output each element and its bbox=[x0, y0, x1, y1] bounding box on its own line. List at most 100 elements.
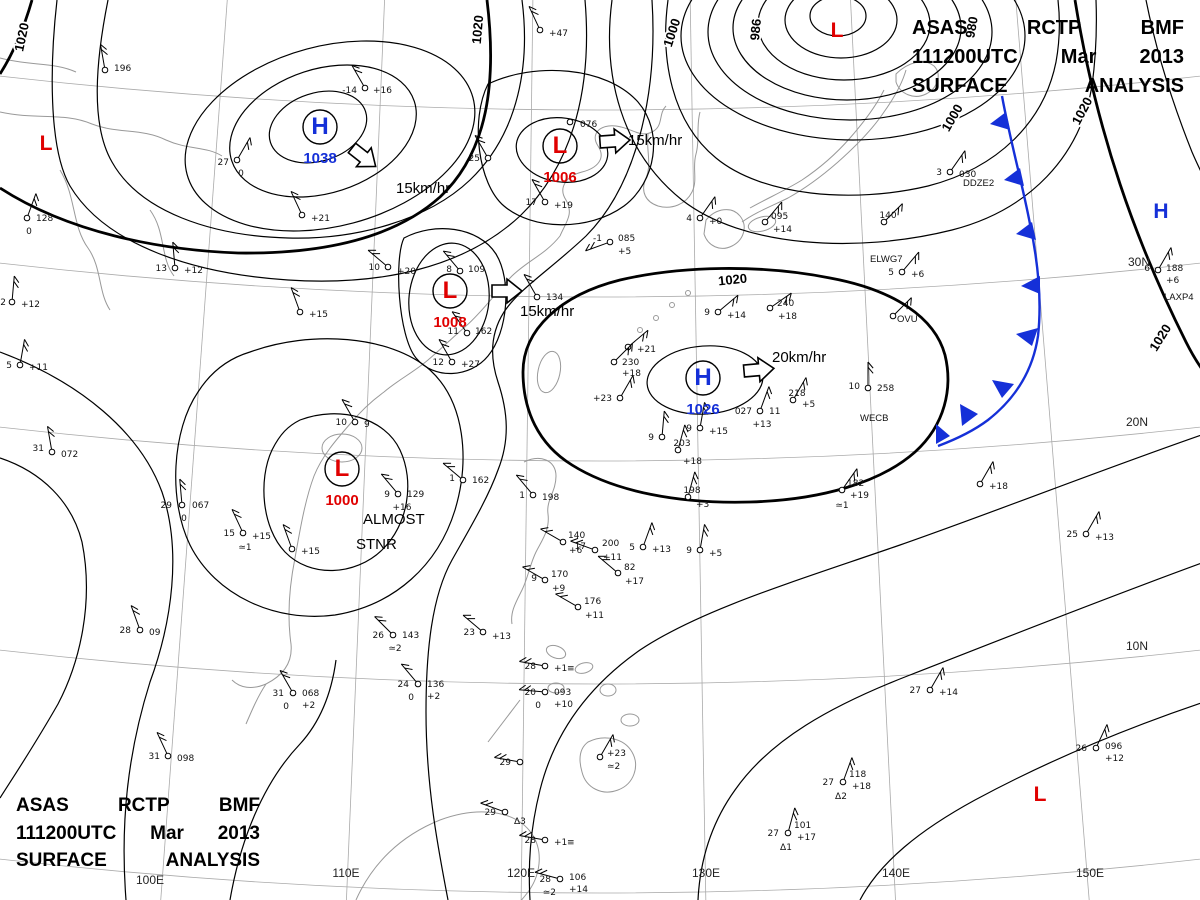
station-value: 5 bbox=[888, 268, 894, 278]
wind-barb bbox=[788, 807, 796, 831]
station-plot: 23 +13 bbox=[462, 614, 511, 642]
latitude-label: 20N bbox=[1126, 415, 1148, 429]
station-plot: 31 072 bbox=[33, 426, 78, 460]
station-plot: 8 109 bbox=[442, 250, 485, 275]
station-value: 24 bbox=[398, 680, 410, 690]
wind-barb bbox=[793, 377, 807, 398]
station-value: 0 bbox=[181, 514, 187, 524]
station-value: 23 bbox=[464, 628, 475, 638]
station-plot: 9 129 +16 bbox=[380, 473, 424, 513]
station-value: +0 bbox=[709, 217, 723, 227]
wind-barb bbox=[843, 468, 858, 488]
isobar-1020-corner bbox=[0, 0, 34, 75]
isobar-label: 1000 bbox=[938, 101, 965, 134]
station-value: 27 bbox=[823, 778, 834, 788]
station-plot: 198+3 bbox=[683, 471, 709, 510]
station-value: +12 bbox=[1105, 754, 1124, 764]
station-value: 31 bbox=[273, 689, 284, 699]
pressure-symbol: L bbox=[40, 132, 53, 155]
station-value: 28 bbox=[525, 662, 537, 672]
wind-barb bbox=[519, 689, 543, 693]
station-plot: 176+11 bbox=[555, 592, 604, 621]
station-value: +23 bbox=[593, 394, 612, 404]
station-plot: 31 098 bbox=[149, 731, 194, 764]
isobar-label: 986 bbox=[747, 18, 764, 41]
station-value: 200 bbox=[602, 539, 619, 549]
wind-barb bbox=[400, 663, 417, 683]
ship-station-ids: DDZE2 ELWG7 LAXP4 OVU WECB bbox=[860, 178, 1194, 424]
ship-id-label: OVU bbox=[897, 314, 918, 325]
longitude-label: 120E bbox=[507, 866, 535, 880]
station-plot: 203 +18 bbox=[673, 424, 702, 467]
station-value: Δ1 bbox=[780, 843, 792, 853]
station-value: 27 bbox=[910, 686, 921, 696]
station-plot: 9 +5 bbox=[686, 524, 722, 559]
station-plot: 5 +11 bbox=[6, 339, 48, 373]
station-value: 162 bbox=[472, 476, 489, 486]
station-value: 5 bbox=[6, 361, 12, 371]
wind-barb bbox=[282, 524, 292, 547]
station-plot: 31 068 +2 0 bbox=[273, 670, 319, 712]
station-plot: +23 bbox=[593, 375, 635, 404]
station-value: +18 bbox=[852, 782, 871, 792]
station-value: 240 bbox=[777, 299, 794, 309]
station-plot: 29 bbox=[494, 753, 524, 768]
wind-barb bbox=[231, 509, 243, 531]
station-value: 28 bbox=[540, 875, 552, 885]
movement-arrow-icon bbox=[742, 356, 776, 384]
station-plot: 095+14 bbox=[761, 201, 792, 235]
station-value: 9 bbox=[364, 420, 370, 430]
wind-barb bbox=[885, 203, 903, 221]
station-value: 28 bbox=[120, 626, 132, 636]
station-value: 140 bbox=[879, 211, 896, 221]
station-value: 12 bbox=[433, 358, 444, 368]
wind-barb bbox=[442, 462, 462, 479]
pressure-value: 1000 bbox=[325, 492, 358, 509]
station-plot: 134 bbox=[523, 274, 563, 303]
station-plot: 218+5 bbox=[788, 377, 815, 410]
station-value: ≃1 bbox=[238, 543, 251, 553]
pressure-value: 1006 bbox=[543, 169, 576, 186]
station-value: ≡ bbox=[567, 664, 575, 674]
station-value: 20 bbox=[525, 688, 537, 698]
station-value: +6 bbox=[1166, 276, 1180, 286]
pressure-center-lx: L bbox=[831, 19, 844, 42]
pressure-symbol: L bbox=[443, 277, 458, 304]
pressure-symbol: L bbox=[335, 455, 350, 482]
wind-barb bbox=[519, 660, 543, 667]
station-plot: 140 bbox=[879, 203, 903, 226]
station-value: +15 bbox=[309, 310, 328, 320]
station-value: 140 bbox=[568, 531, 585, 541]
station-value: 203 bbox=[673, 439, 690, 449]
annotation-text: ALMOST bbox=[363, 511, 425, 528]
station-value: +6 bbox=[569, 546, 583, 556]
station-value: +18 bbox=[683, 457, 702, 467]
wind-barb bbox=[555, 593, 576, 607]
wind-barb bbox=[699, 402, 706, 426]
wind-barb bbox=[11, 276, 15, 300]
station-value: 162 bbox=[475, 327, 492, 337]
wind-barb bbox=[19, 339, 26, 363]
station-value: 6 bbox=[1144, 264, 1150, 274]
station-plot: 10 +20 bbox=[367, 249, 416, 277]
station-value: +14 bbox=[569, 885, 588, 895]
title-line-2: 111200UTC Mar 2013 bbox=[16, 822, 260, 844]
station-value: 230 bbox=[622, 358, 639, 368]
station-value: +1 bbox=[554, 664, 567, 674]
pressure-center-l1000: L 1000 bbox=[324, 451, 360, 509]
pressure-symbol: H bbox=[694, 364, 711, 391]
station-value: +1 bbox=[554, 838, 567, 848]
station-plot: 9 170 +9 bbox=[522, 565, 568, 594]
title-line-3: SURFACE ANALYSIS bbox=[16, 850, 260, 872]
wind-barb bbox=[172, 242, 176, 266]
station-value: +9 bbox=[552, 584, 566, 594]
station-value: 1 bbox=[449, 474, 455, 484]
station-plot: 28 106 +14 ≃2 bbox=[534, 868, 588, 898]
station-value: ≃2 bbox=[543, 888, 556, 898]
station-value: ≃2 bbox=[388, 644, 401, 654]
station-value: +15 bbox=[709, 427, 728, 437]
isobar-label: 1020 bbox=[717, 271, 747, 289]
station-value: 143 bbox=[402, 631, 419, 641]
